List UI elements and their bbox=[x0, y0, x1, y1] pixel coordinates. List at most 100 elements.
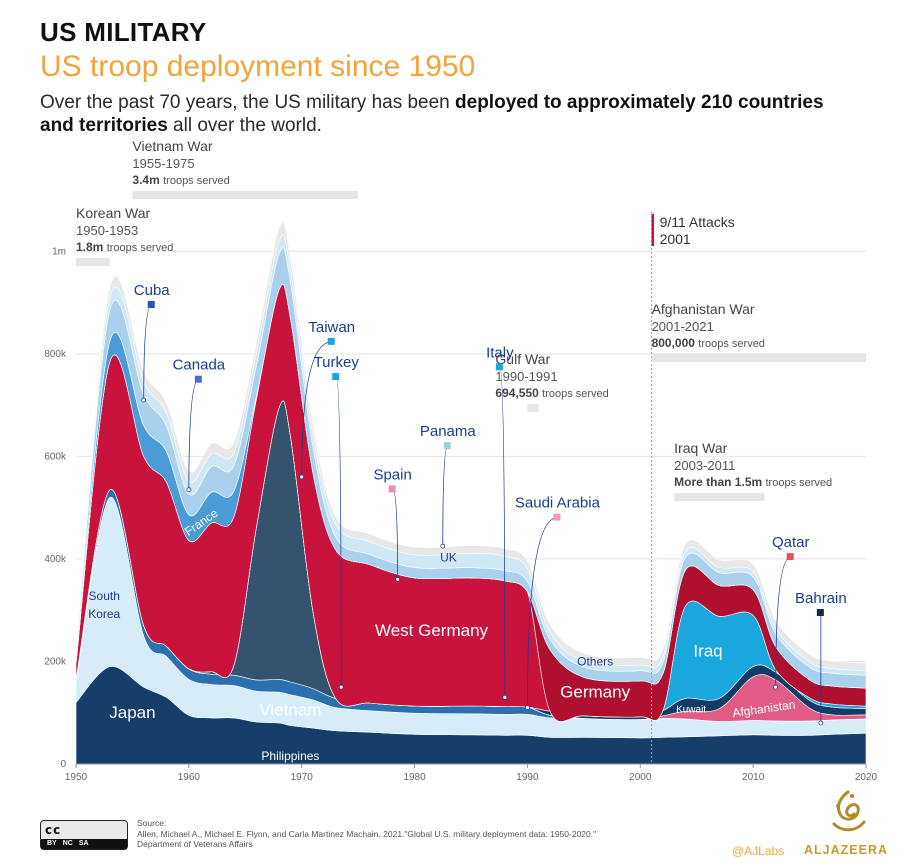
callout-dot bbox=[395, 577, 401, 582]
war-duration-bar bbox=[527, 404, 539, 412]
x-tick-label: 2020 bbox=[855, 772, 878, 783]
war-name: Gulf War bbox=[495, 351, 550, 367]
event-marker-year: 2001 bbox=[660, 231, 691, 247]
callout-dot bbox=[818, 720, 824, 726]
callout-label: Bahrain bbox=[795, 590, 847, 607]
war-duration-bar bbox=[674, 493, 765, 501]
series-label: West Germany bbox=[375, 621, 489, 640]
source-block: Source: Allen, Michael A., Michael E. Fl… bbox=[137, 818, 757, 850]
callout: Panama bbox=[420, 423, 476, 549]
y-tick-label: 200k bbox=[44, 656, 67, 667]
series-label: Iraq bbox=[693, 641, 722, 660]
callout: Turkey bbox=[314, 354, 359, 690]
area-outline bbox=[75, 221, 867, 672]
event-layer: Korean War 1950-1953 1.8m troops served Vie… bbox=[76, 138, 866, 501]
war-annotation: Gulf War 1990-1991 694,550 troops served bbox=[495, 351, 609, 412]
callout-leader bbox=[527, 517, 558, 708]
callout-swatch bbox=[553, 513, 561, 521]
brand-name: ALJAZEERA bbox=[804, 843, 889, 857]
war-troops: 694,550 troops served bbox=[495, 386, 608, 400]
series-label: South bbox=[89, 589, 120, 603]
callout-dot bbox=[502, 694, 508, 700]
x-tick-label: 2000 bbox=[629, 772, 652, 783]
source-text-2: Department of Veterans Affairs bbox=[137, 839, 253, 849]
callout-swatch bbox=[332, 373, 340, 381]
war-years: 1990-1991 bbox=[495, 369, 557, 384]
callout-leader bbox=[301, 341, 332, 477]
war-duration-bar bbox=[76, 258, 110, 266]
x-tick-label: 1980 bbox=[403, 772, 426, 783]
callout-dot bbox=[440, 543, 446, 549]
war-troops: More than 1.5m troops served bbox=[674, 475, 832, 489]
war-years: 2001-2021 bbox=[652, 319, 714, 334]
war-troops: 1.8m troops served bbox=[76, 240, 173, 254]
war-annotation: Vietnam War 1955-1975 3.4m troops served bbox=[132, 138, 359, 199]
callout-swatch bbox=[327, 337, 335, 345]
series-label: Philippines bbox=[261, 749, 319, 763]
y-tick-label: 600k bbox=[44, 451, 67, 462]
cc-sa: SA bbox=[78, 840, 89, 847]
callout: Cuba bbox=[134, 282, 171, 403]
x-tick-label: 1960 bbox=[178, 772, 201, 783]
axis-layer: 0 200k 400k 600k 800k 1m 1950 1960 1970 1980 1990 2… bbox=[44, 246, 877, 783]
war-troops: 3.4m troops served bbox=[132, 173, 229, 187]
war-name: Korean War bbox=[76, 205, 151, 221]
aljazeera-logo-icon bbox=[832, 790, 866, 832]
callout-swatch bbox=[147, 300, 155, 308]
y-tick-label: 800k bbox=[44, 349, 67, 360]
callout-label: Saudi Arabia bbox=[515, 495, 601, 512]
cc-nc: NC bbox=[62, 840, 73, 847]
war-years: 1950-1953 bbox=[76, 223, 138, 238]
intro-post: all over the world. bbox=[167, 115, 322, 136]
area-layer bbox=[75, 221, 867, 765]
callout-dot bbox=[525, 705, 530, 710]
callout-swatch bbox=[388, 485, 396, 493]
x-tick-label: 1950 bbox=[65, 772, 88, 783]
callout: Italy bbox=[486, 344, 514, 700]
war-name: Vietnam War bbox=[132, 138, 212, 154]
callout-label: Canada bbox=[173, 357, 226, 374]
source-label: Source: bbox=[137, 818, 167, 828]
callout-label: Qatar bbox=[772, 534, 810, 551]
war-annotation: Korean War 1950-1953 1.8m troops served bbox=[76, 205, 173, 266]
war-duration-bar bbox=[132, 191, 359, 199]
callout-leader bbox=[499, 366, 506, 698]
callout: Taiwan bbox=[299, 319, 355, 480]
callout-swatch bbox=[194, 375, 202, 383]
source-text: Allen, Michael A., Michael E. Flynn, and… bbox=[137, 828, 597, 839]
cc-by: BY bbox=[47, 840, 57, 847]
x-tick-label: 2010 bbox=[742, 772, 765, 783]
series-label: Others bbox=[577, 655, 613, 669]
war-years: 2003-2011 bbox=[674, 458, 735, 473]
series-label: Kuwait bbox=[676, 705, 706, 716]
war-duration-bar bbox=[651, 354, 866, 362]
cc-license-badge: cc BY NC SA bbox=[40, 820, 128, 850]
series-label: Germany bbox=[560, 682, 630, 701]
callout-dot bbox=[299, 474, 305, 480]
callout-label: Italy bbox=[486, 344, 514, 361]
war-troops: 800,000 troops served bbox=[652, 336, 765, 350]
callout-leader bbox=[442, 445, 449, 547]
callout-dot bbox=[773, 684, 779, 690]
x-tick-label: 1970 bbox=[291, 772, 314, 783]
intro-text: Over the past 70 years, the US military … bbox=[40, 91, 840, 137]
cc-logo-icon: cc bbox=[45, 823, 62, 837]
intro-bold: deployed to approximately 210 countries … bbox=[40, 92, 824, 136]
callout-label: Cuba bbox=[134, 282, 171, 299]
y-tick-label: 0 bbox=[60, 759, 66, 770]
callout-leader bbox=[335, 376, 342, 688]
war-years: 1955-1975 bbox=[132, 156, 194, 171]
callout-dot bbox=[186, 487, 192, 493]
x-tick-label: 1990 bbox=[516, 772, 539, 783]
war-annotation: Afghanistan War 2001-2021 800,000 troops s… bbox=[651, 301, 866, 362]
callout-label: Spain bbox=[373, 466, 411, 483]
callout-label: Taiwan bbox=[308, 319, 355, 336]
war-annotation: Iraq War 2003-2011 More than 1.5m troops s… bbox=[674, 440, 832, 501]
callout-swatch bbox=[816, 608, 824, 616]
event-marker-bar bbox=[651, 214, 655, 246]
callout: Qatar bbox=[772, 534, 810, 690]
kicker: US MILITARY bbox=[40, 17, 207, 47]
credit: @AJLabs bbox=[732, 844, 785, 858]
